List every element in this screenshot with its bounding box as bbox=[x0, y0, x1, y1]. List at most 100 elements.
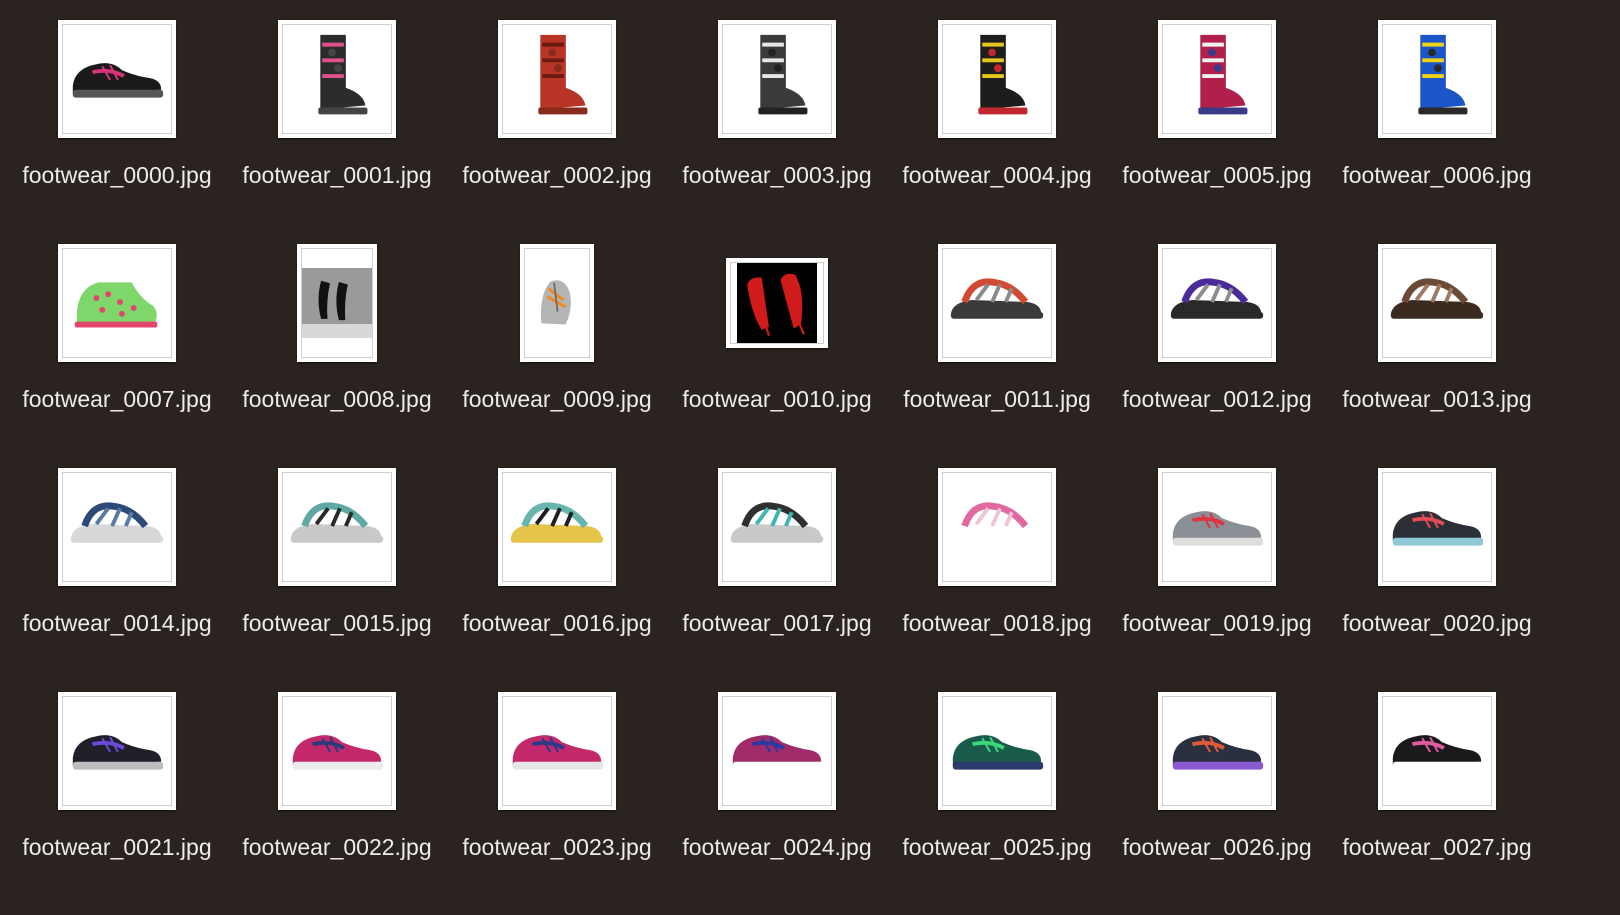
file-item[interactable]: footwear_0020.jpg bbox=[1327, 467, 1547, 691]
file-thumbnail[interactable] bbox=[718, 467, 836, 586]
shoe-image bbox=[62, 23, 172, 134]
file-thumbnail[interactable] bbox=[1158, 467, 1276, 586]
file-item[interactable]: footwear_0015.jpg bbox=[227, 467, 447, 691]
file-thumbnail[interactable] bbox=[58, 243, 176, 362]
file-item[interactable]: footwear_0007.jpg bbox=[7, 243, 227, 467]
file-thumbnail[interactable] bbox=[1378, 467, 1496, 586]
file-name-label[interactable]: footwear_0002.jpg bbox=[462, 162, 652, 188]
file-thumbnail[interactable] bbox=[297, 243, 377, 362]
thumbnail-area bbox=[1327, 243, 1547, 362]
file-item[interactable]: footwear_0006.jpg bbox=[1327, 19, 1547, 243]
file-thumbnail[interactable] bbox=[1158, 19, 1276, 138]
file-thumbnail[interactable] bbox=[718, 19, 836, 138]
file-name-label[interactable]: footwear_0019.jpg bbox=[1122, 610, 1312, 636]
file-name-label[interactable]: footwear_0026.jpg bbox=[1122, 834, 1312, 860]
file-name-label[interactable]: footwear_0007.jpg bbox=[22, 386, 212, 412]
file-thumbnail[interactable] bbox=[1378, 691, 1496, 810]
file-item[interactable]: footwear_0010.jpg bbox=[667, 243, 887, 467]
file-thumbnail[interactable] bbox=[938, 467, 1056, 586]
file-thumbnail[interactable] bbox=[498, 19, 616, 138]
file-thumbnail[interactable] bbox=[58, 467, 176, 586]
file-name-label[interactable]: footwear_0001.jpg bbox=[242, 162, 432, 188]
shoe-image bbox=[301, 247, 373, 358]
thumbnail-area bbox=[447, 467, 667, 586]
file-name-label[interactable]: footwear_0025.jpg bbox=[902, 834, 1092, 860]
file-thumbnail[interactable] bbox=[278, 19, 396, 138]
file-name-label[interactable]: footwear_0020.jpg bbox=[1342, 610, 1532, 636]
file-name-label[interactable]: footwear_0016.jpg bbox=[462, 610, 652, 636]
file-thumbnail[interactable] bbox=[938, 19, 1056, 138]
file-thumbnail[interactable] bbox=[498, 467, 616, 586]
file-name-label[interactable]: footwear_0014.jpg bbox=[22, 610, 212, 636]
file-item[interactable]: footwear_0026.jpg bbox=[1107, 691, 1327, 915]
file-item[interactable]: footwear_0011.jpg bbox=[887, 243, 1107, 467]
file-name-label[interactable]: footwear_0004.jpg bbox=[902, 162, 1092, 188]
file-thumbnail[interactable] bbox=[278, 467, 396, 586]
file-item[interactable]: footwear_0008.jpg bbox=[227, 243, 447, 467]
file-name-label[interactable]: footwear_0003.jpg bbox=[682, 162, 872, 188]
thumbnail-area bbox=[1107, 691, 1327, 810]
thumbnail-area bbox=[7, 19, 227, 138]
file-thumbnail[interactable] bbox=[938, 691, 1056, 810]
file-name-label[interactable]: footwear_0017.jpg bbox=[682, 610, 872, 636]
file-name-label[interactable]: footwear_0027.jpg bbox=[1342, 834, 1532, 860]
file-item[interactable]: footwear_0003.jpg bbox=[667, 19, 887, 243]
file-item[interactable]: footwear_0004.jpg bbox=[887, 19, 1107, 243]
file-name-label[interactable]: footwear_0024.jpg bbox=[682, 834, 872, 860]
file-item[interactable]: footwear_0009.jpg bbox=[447, 243, 667, 467]
file-item[interactable]: footwear_0023.jpg bbox=[447, 691, 667, 915]
file-item[interactable]: footwear_0016.jpg bbox=[447, 467, 667, 691]
file-item[interactable]: footwear_0000.jpg bbox=[7, 19, 227, 243]
file-name-label[interactable]: footwear_0021.jpg bbox=[22, 834, 212, 860]
file-name-label[interactable]: footwear_0012.jpg bbox=[1122, 386, 1312, 412]
file-item[interactable]: footwear_0012.jpg bbox=[1107, 243, 1327, 467]
file-item[interactable]: footwear_0001.jpg bbox=[227, 19, 447, 243]
file-name-label[interactable]: footwear_0023.jpg bbox=[462, 834, 652, 860]
file-item[interactable]: footwear_0025.jpg bbox=[887, 691, 1107, 915]
file-thumbnail[interactable] bbox=[278, 691, 396, 810]
file-thumbnail[interactable] bbox=[1158, 691, 1276, 810]
file-thumbnail[interactable] bbox=[1158, 243, 1276, 362]
file-name-label[interactable]: footwear_0011.jpg bbox=[903, 386, 1091, 412]
thumbnail-area bbox=[667, 243, 887, 362]
shoe-image bbox=[282, 695, 392, 806]
file-name-label[interactable]: footwear_0006.jpg bbox=[1342, 162, 1532, 188]
file-item[interactable]: footwear_0002.jpg bbox=[447, 19, 667, 243]
shoe-image bbox=[282, 23, 392, 134]
file-item[interactable]: footwear_0024.jpg bbox=[667, 691, 887, 915]
shoe-image bbox=[1382, 471, 1492, 582]
file-name-label[interactable]: footwear_0009.jpg bbox=[462, 386, 652, 412]
file-thumbnail[interactable] bbox=[1378, 19, 1496, 138]
file-thumbnail[interactable] bbox=[718, 691, 836, 810]
file-name-label[interactable]: footwear_0008.jpg bbox=[242, 386, 432, 412]
file-name-label[interactable]: footwear_0018.jpg bbox=[902, 610, 1092, 636]
file-item[interactable]: footwear_0021.jpg bbox=[7, 691, 227, 915]
thumbnail-area bbox=[7, 467, 227, 586]
file-name-label[interactable]: footwear_0005.jpg bbox=[1122, 162, 1312, 188]
file-name-label[interactable]: footwear_0010.jpg bbox=[682, 386, 872, 412]
thumbnail-area bbox=[1107, 467, 1327, 586]
file-item[interactable]: footwear_0017.jpg bbox=[667, 467, 887, 691]
shoe-image bbox=[722, 695, 832, 806]
file-thumbnail[interactable] bbox=[1378, 243, 1496, 362]
file-thumbnail[interactable] bbox=[498, 691, 616, 810]
file-thumbnail[interactable] bbox=[520, 243, 594, 362]
file-item[interactable]: footwear_0022.jpg bbox=[227, 691, 447, 915]
file-item[interactable]: footwear_0005.jpg bbox=[1107, 19, 1327, 243]
thumbnail-area bbox=[887, 19, 1107, 138]
shoe-image bbox=[1162, 23, 1272, 134]
file-name-label[interactable]: footwear_0015.jpg bbox=[242, 610, 432, 636]
thumbnail-area bbox=[7, 691, 227, 810]
file-name-label[interactable]: footwear_0000.jpg bbox=[22, 162, 212, 188]
file-thumbnail[interactable] bbox=[726, 257, 828, 348]
file-thumbnail[interactable] bbox=[58, 19, 176, 138]
file-item[interactable]: footwear_0018.jpg bbox=[887, 467, 1107, 691]
file-thumbnail[interactable] bbox=[938, 243, 1056, 362]
file-name-label[interactable]: footwear_0013.jpg bbox=[1342, 386, 1532, 412]
file-item[interactable]: footwear_0014.jpg bbox=[7, 467, 227, 691]
file-thumbnail[interactable] bbox=[58, 691, 176, 810]
file-item[interactable]: footwear_0013.jpg bbox=[1327, 243, 1547, 467]
file-item[interactable]: footwear_0019.jpg bbox=[1107, 467, 1327, 691]
file-name-label[interactable]: footwear_0022.jpg bbox=[242, 834, 432, 860]
file-item[interactable]: footwear_0027.jpg bbox=[1327, 691, 1547, 915]
